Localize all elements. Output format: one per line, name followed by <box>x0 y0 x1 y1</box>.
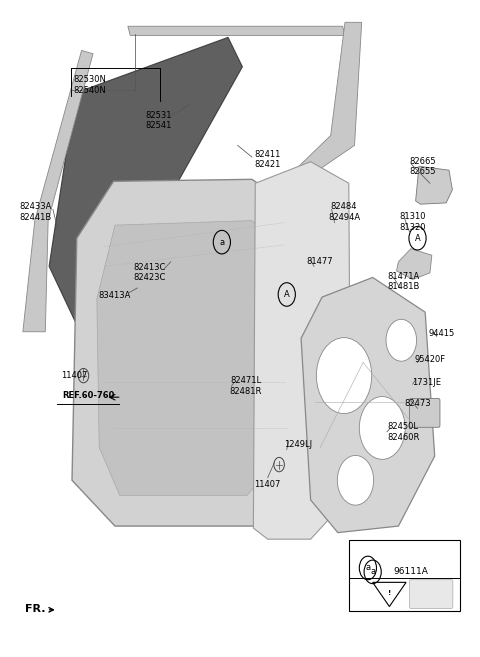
Text: 82471L
82481R: 82471L 82481R <box>229 376 262 396</box>
Text: 82484
82494A: 82484 82494A <box>328 202 360 222</box>
Text: REF.60-760: REF.60-760 <box>62 391 114 399</box>
Text: 81477: 81477 <box>307 258 334 266</box>
Text: 11407: 11407 <box>61 371 87 380</box>
Text: 82411
82421: 82411 82421 <box>254 150 281 170</box>
Text: !: ! <box>388 590 391 596</box>
Text: 1731JE: 1731JE <box>413 378 442 387</box>
Polygon shape <box>396 249 432 279</box>
Text: 1249LJ: 1249LJ <box>284 440 312 449</box>
Circle shape <box>316 338 372 413</box>
Circle shape <box>337 455 373 505</box>
Text: 82413C
82423C: 82413C 82423C <box>133 263 166 282</box>
Circle shape <box>386 319 417 361</box>
FancyBboxPatch shape <box>349 541 459 611</box>
Text: a: a <box>370 568 375 576</box>
Polygon shape <box>301 277 435 533</box>
Polygon shape <box>97 221 287 495</box>
Text: 82531
82541: 82531 82541 <box>145 111 172 130</box>
FancyBboxPatch shape <box>409 579 453 608</box>
Text: 82665
82655: 82665 82655 <box>409 156 436 176</box>
Text: 96111A: 96111A <box>394 568 428 576</box>
FancyBboxPatch shape <box>409 399 440 427</box>
Text: 94415: 94415 <box>428 329 455 338</box>
Polygon shape <box>253 162 351 539</box>
Text: 95420F: 95420F <box>414 355 445 365</box>
Text: 83413A: 83413A <box>99 290 131 300</box>
Polygon shape <box>290 22 362 185</box>
Polygon shape <box>416 166 452 204</box>
Circle shape <box>360 397 405 459</box>
Text: a: a <box>219 238 225 246</box>
Text: 81471A
81481B: 81471A 81481B <box>387 272 420 291</box>
Polygon shape <box>128 26 345 35</box>
Text: A: A <box>284 290 289 299</box>
Text: 81310
81320: 81310 81320 <box>399 212 426 231</box>
Text: FR.: FR. <box>25 604 46 614</box>
Polygon shape <box>72 179 311 526</box>
Text: 11407: 11407 <box>254 480 281 489</box>
Text: 82473: 82473 <box>404 399 431 407</box>
Text: 82530N
82540N: 82530N 82540N <box>73 76 106 95</box>
Text: A: A <box>415 234 420 242</box>
Text: a: a <box>365 564 371 572</box>
Text: 82433A
82441B: 82433A 82441B <box>20 202 52 222</box>
Polygon shape <box>23 51 93 332</box>
Text: 82450L
82460R: 82450L 82460R <box>387 422 420 442</box>
Polygon shape <box>49 37 242 322</box>
